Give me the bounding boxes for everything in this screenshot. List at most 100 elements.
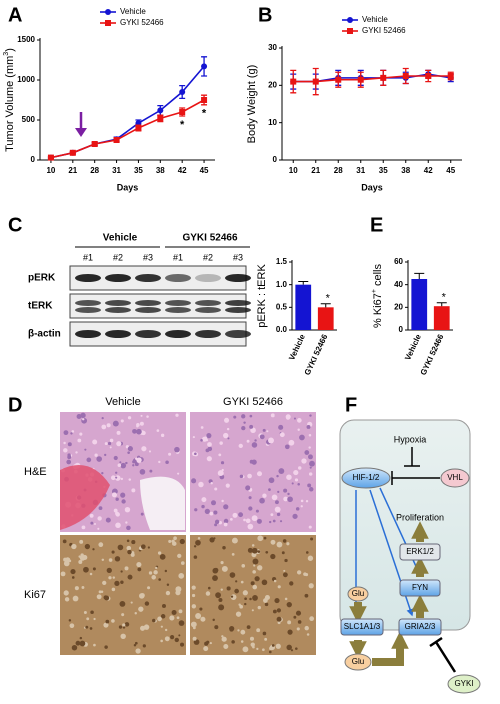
cell [262, 428, 266, 432]
cell [210, 481, 213, 485]
cell [262, 648, 265, 652]
blot-band [195, 300, 221, 306]
cell [115, 511, 119, 516]
x-tick-label: 35 [134, 166, 143, 175]
legend-label: Vehicle [362, 15, 388, 24]
cell [271, 644, 275, 647]
x-tick-label: 38 [401, 166, 410, 175]
cell [307, 555, 314, 561]
cell [238, 443, 243, 449]
blot-band [225, 300, 251, 306]
cell [130, 601, 133, 604]
x-tick-label: 28 [90, 166, 99, 175]
cell [243, 421, 246, 424]
cell [249, 636, 255, 641]
cell [308, 454, 313, 460]
cell [199, 607, 203, 611]
cell [248, 496, 252, 500]
cell [127, 574, 133, 580]
marker [47, 154, 54, 161]
cell [242, 646, 249, 653]
cell [198, 481, 204, 488]
node-label: GRIA2/3 [405, 622, 436, 631]
cell [264, 602, 269, 607]
cell [176, 616, 180, 620]
cell [115, 471, 118, 474]
blot-band [225, 307, 251, 313]
cell [220, 461, 225, 465]
cell [284, 444, 290, 450]
cell [295, 647, 298, 650]
axis-label-text: cells [372, 263, 384, 289]
cell [71, 543, 77, 550]
cell [113, 508, 118, 513]
cell [120, 419, 124, 423]
row-label: H&E [24, 466, 47, 478]
cell [298, 466, 302, 470]
cell [233, 415, 237, 419]
cell [269, 520, 272, 524]
cell [148, 571, 153, 575]
cell [240, 580, 244, 584]
row-label: pERK [28, 273, 56, 284]
blot-band [75, 330, 101, 338]
x-tick-label: 42 [178, 166, 187, 175]
cell [191, 585, 196, 590]
cell [293, 417, 297, 420]
cell [162, 603, 166, 608]
cell [212, 618, 215, 622]
cell [240, 629, 246, 635]
cell [193, 555, 198, 559]
cell [140, 414, 143, 417]
cell [68, 619, 72, 622]
cell [221, 565, 228, 572]
cell [282, 572, 288, 578]
cell [297, 620, 302, 624]
axis-label-sup: 3 [3, 52, 10, 56]
x-axis-label: Days [361, 182, 383, 192]
cell [254, 439, 257, 442]
cell [308, 525, 312, 529]
cell [97, 516, 102, 521]
cell [100, 590, 104, 594]
y-tick-label: 0 [31, 155, 36, 164]
cell [237, 629, 240, 632]
cell [210, 500, 217, 506]
cell [67, 442, 72, 447]
cell [153, 570, 158, 575]
cell [111, 619, 115, 623]
blot-band [225, 274, 251, 282]
cell [92, 567, 96, 571]
cell [117, 544, 124, 551]
cell [279, 520, 283, 523]
cell [114, 556, 121, 562]
cell [274, 598, 280, 604]
cell [295, 610, 302, 616]
cell [247, 547, 253, 553]
cell [218, 521, 222, 525]
cell [86, 617, 90, 621]
cell [192, 626, 196, 630]
cell [126, 539, 130, 543]
cell [206, 433, 212, 439]
cell [132, 428, 137, 434]
cell [286, 601, 292, 608]
annotation: * [202, 108, 207, 120]
axis-label: pERK : tERK [256, 264, 268, 328]
marker [290, 78, 297, 85]
cell [201, 504, 205, 509]
marker [425, 73, 432, 79]
panel-letter: F [345, 394, 357, 416]
y-tick-label: 30 [268, 43, 277, 52]
cell [109, 446, 112, 449]
marker [357, 76, 364, 83]
cell [178, 609, 183, 614]
x-tick-label: 45 [200, 166, 209, 175]
cell [214, 523, 218, 527]
cell [248, 506, 253, 511]
node-label: Proliferation [396, 512, 444, 522]
error-bar [298, 280, 309, 285]
cell [116, 430, 121, 435]
cell [136, 561, 142, 568]
cell [119, 461, 122, 464]
